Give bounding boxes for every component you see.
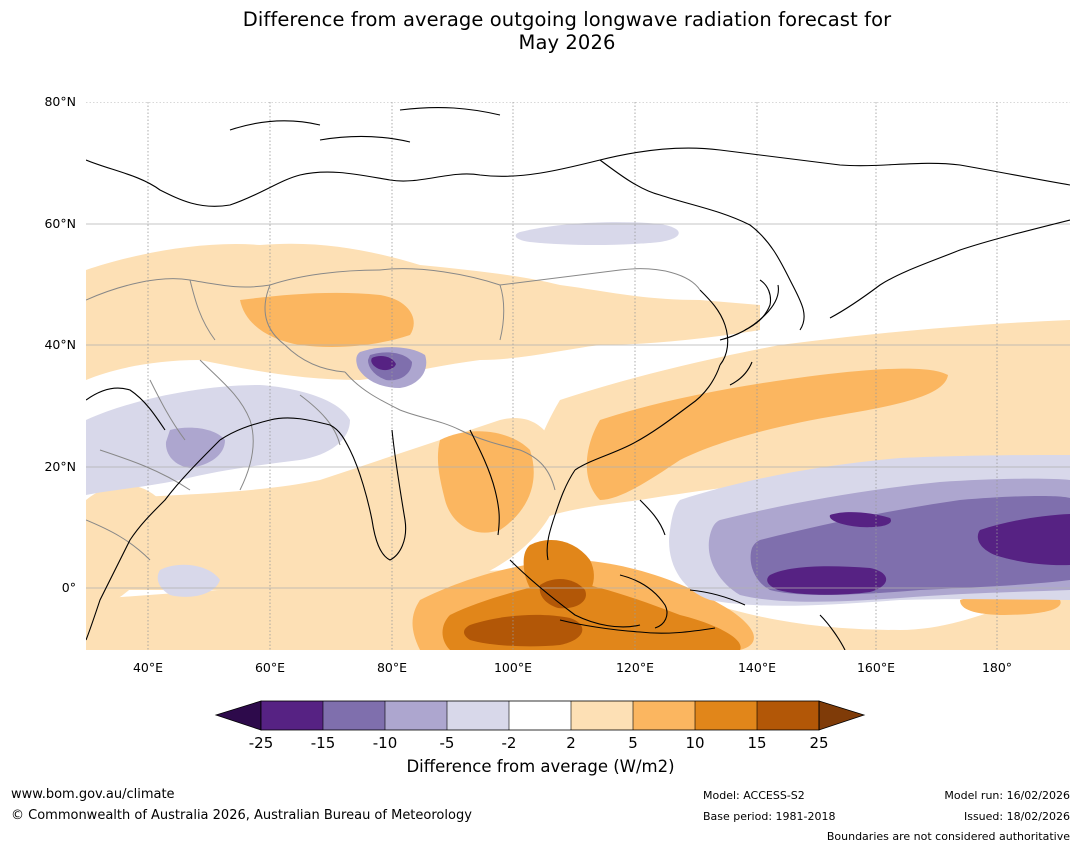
lat-label-40: 40°N <box>44 337 76 352</box>
lon-label-160e: 160°E <box>857 660 895 675</box>
anomaly-pale-neg-siberia <box>515 222 679 245</box>
model-text: Model: ACCESS-S2 <box>703 789 805 802</box>
japan-islands <box>729 279 772 386</box>
map-svg: 80°N 60°N 40°N 20°N 0° 40°E 60°E 80°E 10… <box>44 94 1070 675</box>
lon-label-60e: 60°E <box>255 660 285 675</box>
issued-text: Issued: 18/02/2026 <box>963 810 1070 823</box>
colorbar-bin-9 <box>757 701 819 730</box>
colorbar-bin-4 <box>447 701 509 730</box>
colorbar-over-triangle <box>818 700 866 731</box>
colorbar-bin-1 <box>261 701 323 730</box>
colorbar-tick-10: 25 <box>809 734 828 752</box>
colorbar-under-triangle <box>214 700 262 731</box>
colorbar-outline <box>260 700 820 731</box>
copyright-text: © Commonwealth of Australia 2026, Austra… <box>11 808 472 823</box>
colorbar-tick-5: -2 <box>502 734 517 752</box>
colorbar-tick-9: 15 <box>747 734 766 752</box>
colorbar-tick-6: 2 <box>566 734 576 752</box>
map-title: Difference from average outgoing longwav… <box>0 8 1081 54</box>
colorbar-bin-8 <box>695 701 757 730</box>
map-panel: 80°N 60°N 40°N 20°N 0° 40°E 60°E 80°E 10… <box>44 94 1070 675</box>
lat-label-20: 20°N <box>44 459 76 474</box>
website-link[interactable]: www.bom.gov.au/climate <box>11 787 175 802</box>
anomaly-strong-pos-borneo <box>539 578 586 609</box>
anomaly-light-pos-central-asia <box>240 292 414 347</box>
lat-label-80: 80°N <box>44 94 76 109</box>
anomaly-strong-neg-tibet <box>371 356 396 371</box>
lon-label-100e: 100°E <box>494 660 532 675</box>
model-run-text: Model run: 16/02/2026 <box>944 789 1070 802</box>
colorbar-dividers <box>322 701 758 730</box>
anomaly-light-pos-bay <box>437 431 534 533</box>
lon-label-40e: 40°E <box>133 660 163 675</box>
anomaly-light-neg-arabia <box>165 427 225 468</box>
colorbar-bin-3 <box>385 701 447 730</box>
lat-label-60: 60°N <box>44 216 76 231</box>
graticule <box>86 102 1070 650</box>
lon-label-140e: 140°E <box>738 660 776 675</box>
anomaly-strong-neg-central-pacific <box>767 566 887 595</box>
anomaly-pale-pos-central-asia <box>86 243 760 380</box>
base-period-text: Base period: 1981-2018 <box>703 810 836 823</box>
graticule-lat <box>86 223 1070 589</box>
lat-label-0: 0° <box>62 580 76 595</box>
colorbar-tick-4: -5 <box>440 734 455 752</box>
colorbar-label: Difference from average (W/m2) <box>406 757 675 776</box>
coastlines <box>86 106 1070 650</box>
colorbar-bin-2 <box>323 701 385 730</box>
title-line-1: Difference from average outgoing longwav… <box>242 8 892 31</box>
colorbar-bin-6 <box>571 701 633 730</box>
title-line-2: May 2026 <box>518 31 616 54</box>
anomaly-strong-pos-java-sea <box>464 614 583 647</box>
anomaly-field <box>86 102 1070 650</box>
colorbar-tick-8: 10 <box>685 734 704 752</box>
disclaimer-text: Boundaries are not considered authoritat… <box>826 830 1070 843</box>
anomaly-strong-neg-east-pacific <box>977 514 1070 566</box>
colorbar: -25 -15 -10 -5 -2 2 5 10 15 25 <box>214 700 866 752</box>
anomaly-light-pos-pacific <box>586 368 948 500</box>
lon-label-80e: 80°E <box>377 660 407 675</box>
country-borders <box>86 268 701 561</box>
colorbar-tick-7: 5 <box>628 734 638 752</box>
anomaly-pale-neg-indian-ocean <box>157 564 220 597</box>
colorbar-bin-7 <box>633 701 695 730</box>
lon-label-120e: 120°E <box>616 660 654 675</box>
colorbar-bin-5 <box>509 701 571 730</box>
lon-label-180: 180° <box>982 660 1012 675</box>
colorbar-tick-1: -25 <box>249 734 274 752</box>
colorbar-tick-2: -15 <box>311 734 336 752</box>
colorbar-tick-3: -10 <box>373 734 398 752</box>
